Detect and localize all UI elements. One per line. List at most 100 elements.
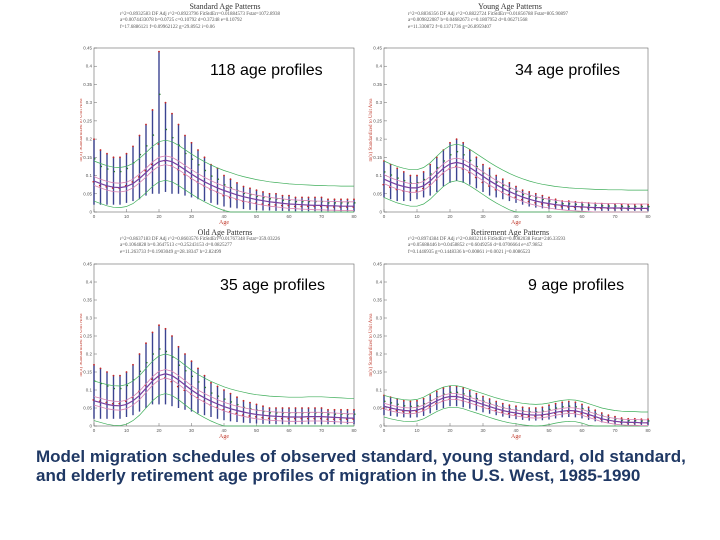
observed-point [165,350,168,353]
y-tick-label: 0.2 [376,352,383,357]
y-tick-label: 0 [379,424,382,429]
observed-point-max [435,390,438,393]
observed-point [274,417,276,420]
observed-point-max [216,385,219,388]
observed-point-max [554,198,557,201]
observed-point [105,401,107,404]
observed-point [300,417,302,420]
observed-point-max [242,185,245,188]
y-tick-label: 0.15 [83,155,92,160]
observed-point [139,153,142,156]
observed-point-max [112,156,115,159]
observed-point-max [528,191,531,193]
observed-point [389,408,391,411]
observed-point [516,190,518,193]
y-tick-label: 0.2 [86,137,93,142]
y-tick-label: 0.25 [83,118,92,123]
observed-point [293,417,296,420]
observed-point-max [620,417,623,419]
observed-point [94,157,96,160]
observed-point [124,400,127,403]
observed-point [328,202,330,204]
observed-point-max [249,187,251,190]
observed-point [235,412,237,415]
observed-point-max [171,112,173,115]
profile-count-label: 35 age profiles [220,277,325,294]
x-tick-label: 40 [221,428,227,433]
observed-point-max [145,123,147,126]
x-tick-label: 20 [447,214,453,219]
observed-point-max [223,174,225,177]
observed-point [269,198,272,200]
observed-point-max [236,396,238,399]
observed-point-max [548,404,550,407]
observed-point [217,395,220,397]
observed-point [648,420,650,422]
observed-point [306,205,309,208]
observed-point [382,407,384,410]
observed-point [276,412,278,414]
observed-point [535,197,538,199]
observed-point [152,353,155,355]
observed-point-max [132,363,134,366]
observed-point-max [158,324,160,327]
x-axis-label: Age [219,434,229,440]
observed-point [601,205,604,207]
observed-point [615,205,617,207]
y-tick-label: 0.05 [83,406,92,411]
y-tick-label: 0.1 [86,388,93,393]
observed-point [621,205,624,208]
observed-point [580,412,582,415]
observed-point-max [268,407,271,409]
x-tick-label: 10 [414,428,420,433]
observed-point [146,361,148,364]
y-tick-label: 0.15 [373,155,382,160]
observed-point-max [594,409,597,412]
y-axis-label: m(x) Standardized to Unit Area [80,313,84,377]
observed-point-max [495,400,498,403]
observed-point-max [587,406,590,409]
observed-point [390,174,393,176]
observed-point [476,165,478,168]
observed-point-max [567,400,570,403]
observed-point [120,387,122,390]
y-tick-label: 0.35 [83,82,92,87]
observed-point [302,200,304,203]
observed-point [549,200,551,202]
observed-point-max [314,196,316,199]
observed-point-max [210,381,212,384]
x-tick-label: 50 [254,214,260,219]
chart-title: Young Age Patterns [478,2,542,11]
observed-point [562,202,564,205]
x-tick-label: 60 [579,214,585,219]
observed-point-max [93,138,95,141]
observed-point-max [501,402,504,405]
y-tick-label: 0.45 [373,262,382,267]
observed-point-max [171,335,173,337]
observed-point [228,410,231,413]
y-tick-label: 0.05 [373,406,382,411]
observed-point-max [164,101,167,104]
observed-point [332,418,335,420]
observed-point [287,417,289,420]
observed-point-max [475,392,478,395]
observed-point-max [223,389,225,391]
observed-point [144,169,146,172]
observed-point [436,166,439,169]
observed-point-max [515,405,517,408]
observed-point-max [275,407,277,409]
observed-point [560,205,563,208]
observed-point-max [203,156,206,159]
profile-count-label: 118 age profiles [210,62,323,79]
observed-point-max [541,406,544,409]
chart-svg: 0 0.05 0.1 0.15 0.2 0.25 0.3 0.35 0.4 0.45 0 10 20 30… [80,46,357,227]
observed-point [280,204,283,207]
y-axis-label: m(x) Standardized to Unit Area [369,313,374,377]
x-tick-label: 80 [645,214,651,219]
observed-point [468,171,470,174]
stats-line: r^2=0.8974384 DF Adj r^2=0.8832116 FitSt… [408,237,566,242]
observed-point [408,411,411,413]
upper-outer-band [93,353,354,399]
model-curve [93,373,354,419]
x-axis-label: Age [219,220,229,226]
